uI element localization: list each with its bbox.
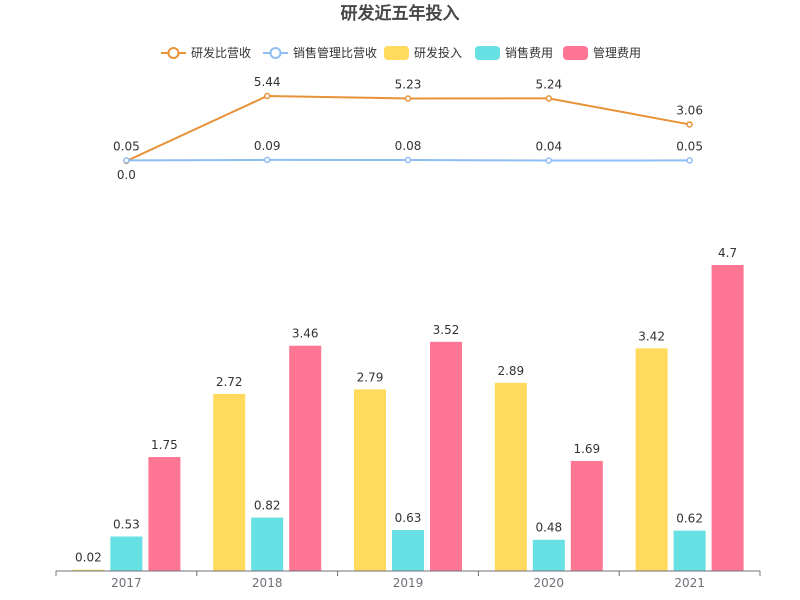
line-value-label: 0.0 — [117, 168, 136, 182]
line-value-label: 0.05 — [113, 139, 140, 153]
legend-label: 销售费用 — [505, 45, 553, 60]
line-value-label: 0.08 — [395, 139, 422, 153]
chart-title: 研发近五年投入 — [341, 3, 460, 24]
line-value-label: 0.05 — [676, 139, 703, 153]
legend-item-4[interactable]: 管理费用 — [563, 45, 641, 60]
legend-label: 研发比营收 — [191, 45, 251, 60]
bar-value-label: 0.02 — [75, 551, 102, 565]
bar-value-label: 0.48 — [535, 521, 562, 535]
x-tick-label: 2018 — [252, 576, 283, 590]
line-point-销售管理比营收-2021[interactable] — [686, 157, 693, 164]
bar-value-label: 1.69 — [573, 442, 600, 456]
legend-swatch-icon — [475, 46, 500, 60]
line-point-研发比营收-2021[interactable] — [686, 121, 693, 128]
legend-item-3[interactable]: 销售费用 — [475, 45, 553, 60]
line-value-label: 5.44 — [254, 75, 281, 89]
bar-销售费用-2019[interactable] — [392, 529, 424, 571]
bar-研发投入-2020[interactable] — [494, 382, 527, 571]
bar-管理费用-2017[interactable] — [148, 457, 181, 571]
legend-circle-icon — [269, 47, 282, 59]
line-point-销售管理比营收-2018[interactable] — [263, 156, 271, 164]
line-value-label: 0.09 — [254, 139, 281, 153]
x-axis: 2017 2018 2019 2020 2021 — [55, 570, 761, 590]
legend-swatch-icon — [384, 46, 409, 60]
bar-销售费用-2020[interactable] — [532, 539, 565, 571]
line-value-label: 5.24 — [535, 77, 562, 91]
bar-销售费用-2017[interactable] — [110, 536, 143, 571]
bar-value-label: 2.72 — [216, 375, 243, 389]
line-point-研发比营收-2019[interactable] — [404, 95, 412, 102]
legend-item-1[interactable]: 销售管理比营收 — [263, 45, 377, 60]
bar-研发投入-2017[interactable] — [72, 569, 105, 571]
x-tick-label: 2019 — [393, 576, 424, 590]
x-tick-label: 2017 — [111, 576, 142, 590]
bar-研发投入-2019[interactable] — [354, 389, 386, 571]
lines: 0.0 5.44 5.23 5.24 3.06 0.05 0.09 0.08 0.04 0.05 — [113, 75, 703, 182]
line-point-销售管理比营收-2017[interactable] — [123, 157, 130, 164]
bars: 0.02 2.72 2.79 2.89 3.42 0.53 0.82 0.63 0.48 0.62… — [72, 246, 744, 571]
bar-管理费用-2020[interactable] — [570, 460, 603, 571]
bar-value-label: 4.7 — [718, 246, 737, 260]
bar-value-label: 3.46 — [292, 327, 319, 341]
line-value-label: 5.23 — [395, 78, 422, 92]
legend-item-0[interactable]: 研发比营收 — [161, 45, 251, 60]
x-tick-label: 2021 — [674, 576, 705, 590]
bar-销售费用-2018[interactable] — [251, 517, 284, 571]
legend-circle-icon — [167, 47, 180, 59]
bar-value-label: 3.42 — [638, 329, 665, 343]
line-value-label: 3.06 — [676, 103, 703, 117]
bar-value-label: 0.53 — [113, 517, 140, 531]
line-point-销售管理比营收-2020[interactable] — [545, 157, 553, 164]
bar-value-label: 1.75 — [151, 438, 178, 452]
bar-value-label: 0.82 — [254, 499, 281, 513]
bar-管理费用-2019[interactable] — [430, 341, 462, 571]
line-point-研发比营收-2020[interactable] — [545, 95, 553, 102]
bar-管理费用-2021[interactable] — [711, 265, 744, 571]
legend-label: 销售管理比营收 — [293, 45, 377, 60]
bar-value-label: 2.89 — [497, 364, 524, 378]
bar-value-label: 0.62 — [676, 512, 703, 526]
bar-value-label: 3.52 — [433, 323, 460, 337]
bar-研发投入-2021[interactable] — [635, 348, 668, 571]
bar-value-label: 0.63 — [395, 511, 422, 525]
legend-label: 研发投入 — [414, 45, 462, 60]
line-point-研发比营收-2018[interactable] — [263, 92, 271, 100]
x-tick-label: 2020 — [534, 576, 565, 590]
legend-item-2[interactable]: 研发投入 — [384, 45, 462, 60]
legend-swatch-icon — [563, 46, 588, 60]
legend-label: 管理费用 — [593, 45, 641, 60]
line-point-销售管理比营收-2019[interactable] — [404, 156, 412, 164]
bar-管理费用-2018[interactable] — [289, 345, 322, 571]
legend: 研发比营收 销售管理比营收 研发投入 销售费用 管理费用 — [161, 45, 641, 60]
line-value-label: 0.04 — [535, 140, 562, 154]
bar-研发投入-2018[interactable] — [213, 393, 246, 571]
bar-销售费用-2021[interactable] — [673, 530, 706, 571]
bar-value-label: 2.79 — [357, 370, 384, 384]
